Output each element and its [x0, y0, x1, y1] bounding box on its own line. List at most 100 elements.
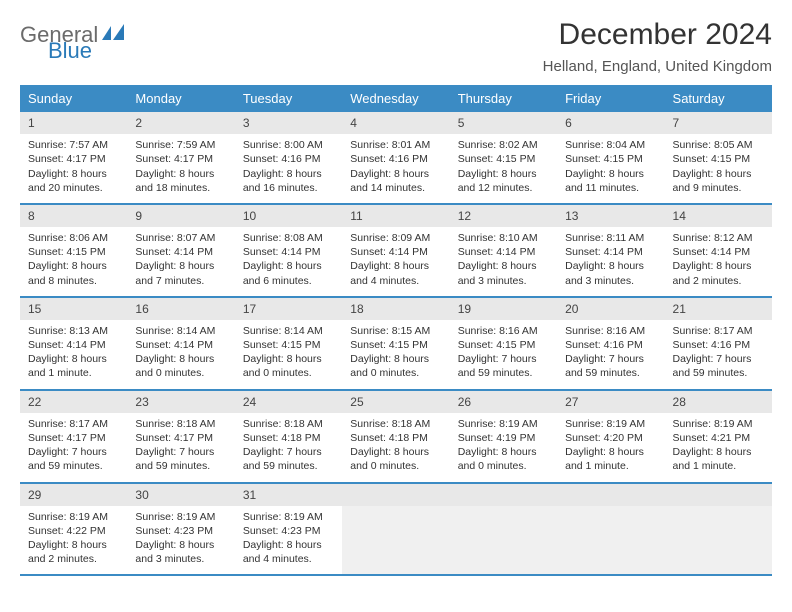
- day-body-cell: Sunrise: 7:59 AMSunset: 4:17 PMDaylight:…: [127, 134, 234, 204]
- day-body-cell: Sunrise: 8:08 AMSunset: 4:14 PMDaylight:…: [235, 227, 342, 297]
- sunset-line: Sunset: 4:14 PM: [673, 245, 764, 259]
- sunset-line: Sunset: 4:17 PM: [135, 152, 226, 166]
- day-body-cell: Sunrise: 8:17 AMSunset: 4:17 PMDaylight:…: [20, 413, 127, 483]
- day-body-row: Sunrise: 7:57 AMSunset: 4:17 PMDaylight:…: [20, 134, 772, 204]
- daylight-line: Daylight: 7 hours and 59 minutes.: [458, 352, 549, 380]
- daylight-line: Daylight: 8 hours and 9 minutes.: [673, 167, 764, 195]
- daylight-line: Daylight: 8 hours and 6 minutes.: [243, 259, 334, 287]
- sunset-line: Sunset: 4:16 PM: [243, 152, 334, 166]
- calendar-table: Sunday Monday Tuesday Wednesday Thursday…: [20, 85, 772, 576]
- sunrise-line: Sunrise: 8:09 AM: [350, 231, 441, 245]
- day-body-cell: Sunrise: 8:06 AMSunset: 4:15 PMDaylight:…: [20, 227, 127, 297]
- sunrise-line: Sunrise: 7:59 AM: [135, 138, 226, 152]
- sunrise-line: Sunrise: 8:13 AM: [28, 324, 119, 338]
- day-body-cell: Sunrise: 8:14 AMSunset: 4:15 PMDaylight:…: [235, 320, 342, 390]
- sunset-line: Sunset: 4:15 PM: [28, 245, 119, 259]
- day-body-cell: Sunrise: 8:01 AMSunset: 4:16 PMDaylight:…: [342, 134, 449, 204]
- daylight-line: Daylight: 8 hours and 4 minutes.: [350, 259, 441, 287]
- daylight-line: Daylight: 8 hours and 14 minutes.: [350, 167, 441, 195]
- day-number-cell: 9: [127, 204, 234, 227]
- day-body-row: Sunrise: 8:17 AMSunset: 4:17 PM Daylight:…: [20, 413, 772, 483]
- day-number-cell: 18: [342, 297, 449, 320]
- day-number-cell: 11: [342, 204, 449, 227]
- day-body-cell: [557, 506, 664, 576]
- sunset-line: Sunset: 4:18 PM: [243, 431, 334, 445]
- day-body-cell: Sunrise: 8:02 AMSunset: 4:15 PMDaylight:…: [450, 134, 557, 204]
- day-number-cell: 22: [20, 390, 127, 413]
- day-body-cell: Sunrise: 8:19 AMSunset: 4:22 PMDaylight:…: [20, 506, 127, 576]
- day-number-cell: 19: [450, 297, 557, 320]
- day-number-row: 22232425262728: [20, 390, 772, 413]
- day-body-cell: Sunrise: 8:19 AMSunset: 4:21 PMDaylight:…: [665, 413, 772, 483]
- sunset-line: Sunset: 4:14 PM: [28, 338, 119, 352]
- day-body-cell: Sunrise: 8:18 AMSunset: 4:18 PMDaylight:…: [235, 413, 342, 483]
- sunset-line: Sunset: 4:15 PM: [458, 152, 549, 166]
- day-header-row: Sunday Monday Tuesday Wednesday Thursday…: [20, 85, 772, 112]
- sunset-line: Sunset: 4:17 PM: [28, 431, 119, 445]
- day-body-cell: Sunrise: 8:04 AMSunset: 4:15 PMDaylight:…: [557, 134, 664, 204]
- day-body-cell: Sunrise: 8:14 AMSunset: 4:14 PMDaylight:…: [127, 320, 234, 390]
- day-body-cell: Sunrise: 8:19 AMSunset: 4:19 PMDaylight:…: [450, 413, 557, 483]
- daylight-line: Daylight: 8 hours and 1 minute.: [673, 445, 764, 473]
- day-header: Saturday: [665, 85, 772, 112]
- day-header: Wednesday: [342, 85, 449, 112]
- daylight-line: Daylight: 8 hours and 0 minutes.: [135, 352, 226, 380]
- daylight-line: Daylight: 8 hours and 0 minutes.: [350, 352, 441, 380]
- sunrise-line: Sunrise: 8:18 AM: [243, 417, 334, 431]
- day-number-cell: 17: [235, 297, 342, 320]
- day-number-cell: 6: [557, 112, 664, 134]
- sunrise-line: Sunrise: 7:57 AM: [28, 138, 119, 152]
- sunrise-line: Sunrise: 8:17 AM: [673, 324, 764, 338]
- daylight-line: Daylight: 7 hours and 59 minutes.: [565, 352, 656, 380]
- sunset-line: Sunset: 4:15 PM: [458, 338, 549, 352]
- sunrise-line: Sunrise: 8:19 AM: [135, 510, 226, 524]
- day-number-cell: 5: [450, 112, 557, 134]
- day-body-cell: Sunrise: 8:16 AMSunset: 4:16 PMDaylight:…: [557, 320, 664, 390]
- day-header: Monday: [127, 85, 234, 112]
- daylight-line: Daylight: 8 hours and 0 minutes.: [350, 445, 441, 473]
- sunset-line: Sunset: 4:17 PM: [28, 152, 119, 166]
- day-number-cell: 12: [450, 204, 557, 227]
- sunrise-line: Sunrise: 8:18 AM: [135, 417, 226, 431]
- day-body-cell: Sunrise: 8:07 AMSunset: 4:14 PMDaylight:…: [127, 227, 234, 297]
- title-block: December 2024 Helland, England, United K…: [543, 18, 772, 75]
- sunrise-line: Sunrise: 8:01 AM: [350, 138, 441, 152]
- logo: General Blue: [20, 24, 128, 62]
- daylight-line: Daylight: 8 hours and 7 minutes.: [135, 259, 226, 287]
- sunrise-line: Sunrise: 8:19 AM: [243, 510, 334, 524]
- sunset-line: Sunset: 4:19 PM: [458, 431, 549, 445]
- day-body-cell: Sunrise: 8:05 AMSunset: 4:15 PMDaylight:…: [665, 134, 772, 204]
- sunrise-line: Sunrise: 8:17 AM: [28, 417, 119, 431]
- day-body-cell: Sunrise: 8:18 AMSunset: 4:18 PMDaylight:…: [342, 413, 449, 483]
- sunrise-line: Sunrise: 8:00 AM: [243, 138, 334, 152]
- sunrise-line: Sunrise: 8:10 AM: [458, 231, 549, 245]
- day-body-row: Sunrise: 8:13 AMSunset: 4:14 PMDaylight:…: [20, 320, 772, 390]
- day-number-cell: 13: [557, 204, 664, 227]
- sunrise-line: Sunrise: 8:16 AM: [458, 324, 549, 338]
- day-number-cell: 24: [235, 390, 342, 413]
- sunset-line: Sunset: 4:14 PM: [243, 245, 334, 259]
- sunset-line: Sunset: 4:16 PM: [565, 338, 656, 352]
- day-body-cell: Sunrise: 8:00 AMSunset: 4:16 PMDaylight:…: [235, 134, 342, 204]
- sunset-line: Sunset: 4:14 PM: [350, 245, 441, 259]
- day-number-row: 15161718192021: [20, 297, 772, 320]
- day-number-row: 1234567: [20, 112, 772, 134]
- sunrise-line: Sunrise: 8:04 AM: [565, 138, 656, 152]
- day-number-cell: 10: [235, 204, 342, 227]
- daylight-line: Daylight: 8 hours and 1 minute.: [28, 352, 119, 380]
- sunrise-line: Sunrise: 8:19 AM: [565, 417, 656, 431]
- day-number-row: 293031: [20, 483, 772, 506]
- day-number-cell: 15: [20, 297, 127, 320]
- day-number-cell: 30: [127, 483, 234, 506]
- header: General Blue December 2024 Helland, Engl…: [20, 18, 772, 75]
- day-number-cell: 1: [20, 112, 127, 134]
- day-number-cell: [665, 483, 772, 506]
- sunset-line: Sunset: 4:14 PM: [135, 245, 226, 259]
- daylight-line: Daylight: 8 hours and 0 minutes.: [243, 352, 334, 380]
- daylight-line: Daylight: 8 hours and 20 minutes.: [28, 167, 119, 195]
- day-body-cell: Sunrise: 8:12 AMSunset: 4:14 PMDaylight:…: [665, 227, 772, 297]
- day-body-cell: Sunrise: 8:09 AMSunset: 4:14 PMDaylight:…: [342, 227, 449, 297]
- sunrise-line: Sunrise: 8:14 AM: [243, 324, 334, 338]
- day-body-cell: [342, 506, 449, 576]
- sunrise-line: Sunrise: 8:05 AM: [673, 138, 764, 152]
